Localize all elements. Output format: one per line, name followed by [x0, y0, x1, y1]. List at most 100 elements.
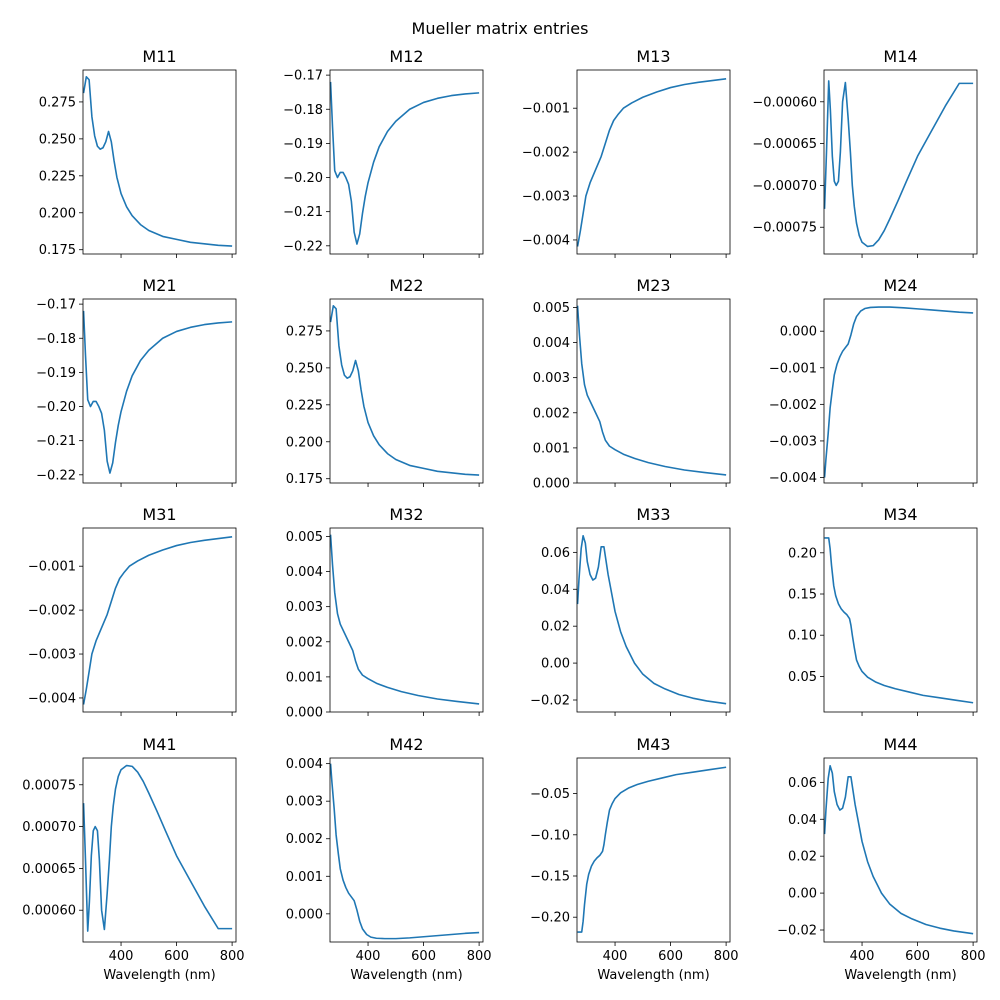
y-tick-label: −0.00060: [752, 95, 817, 110]
axes-frame: [576, 298, 731, 484]
series-line: [823, 80, 974, 248]
series-line: [576, 305, 727, 476]
y-tick-label: −0.10: [530, 828, 570, 843]
x-tick-label: 600: [164, 949, 189, 964]
subplot-m22: M22 0.175 0.200 0.225 0.250 0.275: [286, 276, 484, 487]
y-tick-label: −0.002: [28, 604, 76, 619]
x-tick-label: 600: [658, 949, 683, 964]
subplot-m31: M31 −0.004 −0.003 −0.002 −0.001: [28, 505, 237, 716]
y-tick-label: −0.003: [522, 190, 570, 205]
subplot-m34: M34 0.05 0.10 0.15 0.20: [788, 505, 978, 716]
panel-title: M32: [389, 505, 423, 524]
y-tick-label: 0.000: [533, 477, 570, 492]
y-tick-label: 0.05: [788, 670, 817, 685]
y-tick-label: −0.22: [283, 239, 323, 254]
y-tick-label: −0.001: [522, 102, 570, 117]
series-line: [823, 764, 974, 935]
y-tick-label: −0.004: [28, 691, 76, 706]
axes-frame: [82, 757, 237, 943]
x-axis-label: Wavelength (nm): [844, 968, 956, 983]
y-tick-label: −0.21: [283, 205, 323, 220]
series-line: [576, 77, 727, 247]
y-tick-label: 0.175: [286, 472, 323, 487]
panel-title: M11: [142, 47, 176, 66]
y-tick-label: 0.000: [780, 325, 817, 340]
x-tick-label: 800: [714, 949, 739, 964]
x-axis-label: Wavelength (nm): [597, 968, 709, 983]
axes-frame: [823, 757, 978, 943]
y-tick-label: −0.02: [530, 694, 570, 709]
panel-title: M23: [636, 276, 670, 295]
y-tick-label: 0.275: [39, 95, 76, 110]
y-tick-label: 0.04: [788, 813, 817, 828]
axes-frame: [329, 69, 484, 255]
series-line: [329, 763, 480, 940]
y-tick-label: 0.200: [39, 206, 76, 221]
panel-title: M31: [142, 505, 176, 524]
y-tick-label: −0.003: [28, 648, 76, 663]
axes-frame: [823, 69, 978, 255]
axes-frame: [576, 69, 731, 255]
y-tick-label: 0.250: [286, 361, 323, 376]
y-tick-label: 0.004: [286, 565, 323, 580]
x-axis-label: Wavelength (nm): [103, 968, 215, 983]
series-line: [82, 535, 233, 705]
subplot-m24: M24 −0.004 −0.003 −0.002 −0.001 0.000: [769, 276, 978, 487]
y-tick-label: 0.000: [286, 706, 323, 721]
y-tick-label: −0.20: [36, 400, 76, 415]
x-tick-label: 400: [850, 949, 875, 964]
y-tick-label: 0.02: [541, 620, 570, 635]
series-line: [576, 534, 727, 705]
y-tick-label: −0.20: [283, 171, 323, 186]
y-tick-label: 0.000: [286, 907, 323, 922]
y-tick-label: 0.001: [533, 441, 570, 456]
subplot-m42: M42 400 600 800 0.000 0.001 0.002 0.003 0.004 Wav…: [286, 735, 492, 983]
subplot-m21: M21 −0.22 −0.21 −0.20 −0.19 −0.18 −0.17: [36, 276, 237, 487]
y-tick-label: −0.19: [283, 137, 323, 152]
y-tick-label: 0.004: [533, 336, 570, 351]
figure-title: Mueller matrix entries: [412, 19, 589, 38]
subplot-m44: M44 400 600 800 −0.02 0.00 0.02 0.04 0.06 Wavelen…: [777, 735, 985, 983]
y-tick-label: −0.002: [769, 398, 817, 413]
y-tick-label: 0.15: [788, 588, 817, 603]
subplot-m23: M23 0.000 0.001 0.002 0.003 0.004 0.005: [533, 276, 731, 492]
subplot-m12: M12 −0.22 −0.21 −0.20 −0.19 −0.18 −0.17: [283, 47, 484, 258]
x-tick-label: 800: [467, 949, 492, 964]
y-tick-label: 0.002: [533, 406, 570, 421]
panel-title: M22: [389, 276, 423, 295]
y-tick-label: −0.17: [36, 298, 76, 313]
axes-frame: [329, 757, 484, 943]
panel-title: M12: [389, 47, 423, 66]
panel-title: M33: [636, 505, 670, 524]
axes-frame: [823, 527, 978, 713]
panel-title: M13: [636, 47, 670, 66]
y-tick-label: 0.00070: [22, 820, 76, 835]
y-tick-label: 0.002: [286, 635, 323, 650]
y-tick-label: 0.001: [286, 670, 323, 685]
y-tick-label: −0.20: [530, 911, 570, 926]
subplot-m11: M11 0.175 0.200 0.225 0.250 0.275: [39, 47, 237, 258]
x-tick-label: 800: [220, 949, 245, 964]
y-tick-label: −0.17: [283, 69, 323, 84]
y-tick-label: −0.00065: [752, 137, 817, 152]
y-tick-label: −0.003: [769, 434, 817, 449]
axes-frame: [329, 527, 484, 713]
series-line: [82, 76, 233, 247]
axes-frame: [82, 527, 237, 713]
y-tick-label: 0.003: [286, 795, 323, 810]
y-tick-label: −0.18: [36, 332, 76, 347]
y-tick-label: 0.003: [286, 600, 323, 615]
y-tick-label: 0.02: [788, 850, 817, 865]
y-tick-label: −0.21: [36, 434, 76, 449]
subplot-m13: M13 −0.004 −0.003 −0.002 −0.001: [522, 47, 731, 258]
series-line: [82, 764, 233, 932]
panel-title: M44: [883, 735, 917, 754]
series-line: [577, 766, 727, 933]
y-tick-label: −0.001: [769, 361, 817, 376]
subplot-grid: M11 0.175 0.200 0.225 0.250 0.275 M12 −0.22 −0.2…: [22, 47, 985, 983]
y-tick-label: −0.002: [522, 146, 570, 161]
y-tick-label: −0.02: [777, 924, 817, 939]
panel-title: M41: [142, 735, 176, 754]
y-tick-label: 0.001: [286, 870, 323, 885]
series-line: [82, 310, 233, 474]
